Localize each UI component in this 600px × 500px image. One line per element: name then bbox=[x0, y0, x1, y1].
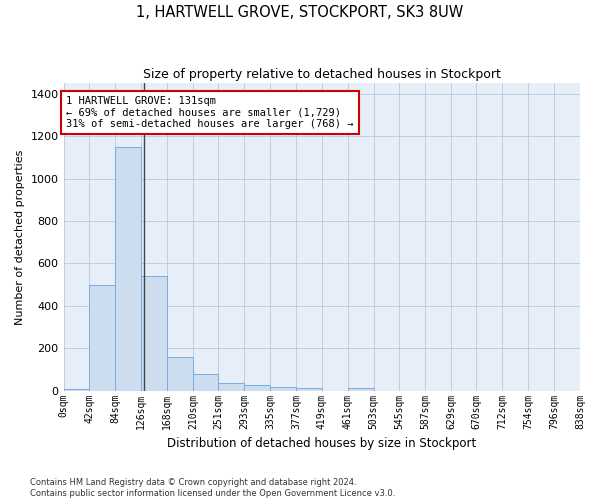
Bar bbox=[167, 356, 193, 390]
Bar bbox=[296, 388, 322, 390]
Bar bbox=[141, 276, 167, 390]
Bar bbox=[218, 383, 244, 390]
Bar bbox=[347, 388, 374, 390]
Text: Contains HM Land Registry data © Crown copyright and database right 2024.
Contai: Contains HM Land Registry data © Crown c… bbox=[30, 478, 395, 498]
Bar bbox=[115, 146, 141, 390]
Text: 1, HARTWELL GROVE, STOCKPORT, SK3 8UW: 1, HARTWELL GROVE, STOCKPORT, SK3 8UW bbox=[136, 5, 464, 20]
Bar bbox=[244, 384, 270, 390]
Bar bbox=[89, 284, 115, 391]
Bar bbox=[270, 388, 296, 390]
Bar bbox=[193, 374, 218, 390]
Y-axis label: Number of detached properties: Number of detached properties bbox=[15, 149, 25, 324]
Bar bbox=[64, 388, 89, 390]
Title: Size of property relative to detached houses in Stockport: Size of property relative to detached ho… bbox=[143, 68, 501, 80]
Text: 1 HARTWELL GROVE: 131sqm
← 69% of detached houses are smaller (1,729)
31% of sem: 1 HARTWELL GROVE: 131sqm ← 69% of detach… bbox=[66, 96, 353, 129]
X-axis label: Distribution of detached houses by size in Stockport: Distribution of detached houses by size … bbox=[167, 437, 476, 450]
